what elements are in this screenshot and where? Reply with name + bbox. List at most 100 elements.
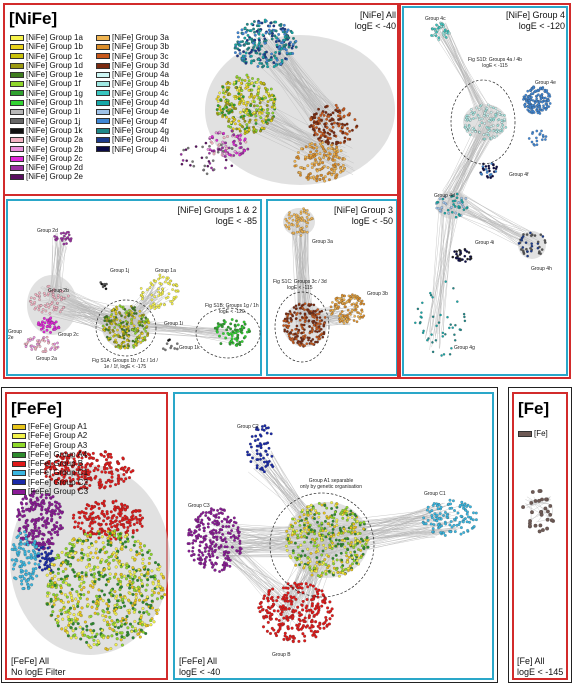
node-group-4ab	[485, 107, 489, 110]
node-fefe-a	[78, 584, 82, 588]
node-fefe-c3	[47, 521, 51, 525]
node-group-4d	[462, 205, 465, 209]
node-group-1gh	[226, 331, 230, 335]
node-fefe-c2	[36, 554, 40, 558]
node-fefe-c3	[47, 501, 51, 505]
node-group-3cd	[320, 118, 323, 122]
node-fefe-c3	[32, 535, 36, 539]
node-group-3b	[340, 299, 344, 302]
node-fefe-a	[71, 568, 75, 572]
node-group-1	[227, 111, 231, 115]
node-fefe-c1	[34, 545, 38, 549]
node-fefe-c3	[17, 518, 21, 522]
node-fefe-a	[66, 560, 70, 564]
node-group-4	[274, 63, 278, 67]
node-fefe-a	[81, 556, 85, 560]
node-group-2b	[47, 306, 51, 309]
node-group-4	[273, 34, 277, 38]
node-group-2	[218, 130, 222, 134]
node-group-2	[230, 129, 234, 133]
node-group-2a	[28, 339, 32, 342]
node-fefe-c1	[23, 551, 27, 555]
node-group-3b	[337, 301, 341, 305]
node-group-2d	[65, 242, 68, 245]
node-fefe-a	[138, 635, 142, 639]
node-group-4c	[436, 28, 440, 32]
node-group-3a	[302, 209, 306, 212]
node-fefe-c2	[37, 548, 41, 552]
node-fefe-a	[100, 558, 104, 562]
node-group-4	[249, 54, 253, 58]
node-group-3cd	[301, 303, 305, 307]
node-group-4ab	[493, 136, 496, 139]
node-group-1bcdef	[135, 312, 138, 315]
node-fefe-a	[89, 551, 93, 555]
node-fefe-f-c3	[204, 511, 208, 514]
node-group-1bcdef	[126, 327, 130, 331]
node-group-4f	[485, 175, 489, 178]
node-group-4g	[429, 291, 432, 295]
node-fefe-c3	[40, 500, 44, 504]
node-fefe-b	[119, 477, 123, 481]
node-fefe-b2	[114, 499, 118, 503]
node-group-misc	[203, 164, 207, 168]
node-fefe-f-c2	[259, 454, 263, 457]
node-group-4h	[520, 238, 523, 242]
node-group-4e-small	[541, 134, 545, 137]
node-fefe-a	[60, 627, 64, 631]
node-group-4h	[541, 235, 545, 238]
node-group-4h	[521, 249, 525, 253]
node-fefe-a	[116, 620, 120, 624]
node-fefe-c1	[32, 556, 36, 560]
node-group-4	[269, 58, 273, 61]
node-group-3cd	[294, 332, 297, 336]
node-group-4e	[536, 111, 540, 115]
node-group-3ab	[324, 150, 327, 154]
node-group-3cd	[301, 306, 304, 310]
node-fefe-a	[98, 594, 102, 598]
node-fefe-b2	[111, 500, 115, 504]
node-group-2a	[30, 348, 34, 351]
node-group-3cd	[348, 129, 352, 133]
node-fefe-a	[135, 550, 139, 554]
node-fefe-b2	[110, 521, 114, 525]
node-fefe-a	[65, 631, 69, 635]
node-group-3cd	[296, 331, 300, 334]
node-fefe-a	[80, 606, 84, 610]
node-fefe-a	[72, 537, 76, 541]
node-group-4ab	[487, 133, 490, 137]
node-fefe-a	[105, 620, 109, 624]
node-group-4ab	[472, 113, 475, 116]
node-fefe-a	[107, 600, 111, 604]
node-group-3ab	[335, 145, 339, 149]
node-fefe-a	[109, 588, 113, 592]
node-group-1bcdef	[120, 305, 123, 309]
node-fefe-a	[133, 540, 137, 544]
node-group-1gh	[240, 340, 244, 343]
node-group-1bcdef	[136, 340, 140, 343]
node-group-1	[254, 129, 258, 132]
node-group-3cd	[314, 340, 317, 344]
node-group-2b	[48, 312, 52, 315]
node-group-1gh	[225, 328, 229, 332]
node-group-3ab	[326, 166, 330, 169]
node-group-3ab	[339, 170, 342, 174]
node-group-3cd	[341, 125, 344, 129]
node-group-3ab	[320, 173, 324, 177]
node-group-1a	[167, 292, 171, 296]
node-group-3a	[287, 221, 291, 225]
node-group-1bcdef	[130, 317, 134, 321]
node-group-3ab	[330, 147, 333, 151]
node-group-3a	[306, 218, 310, 222]
node-fefe-a	[83, 633, 87, 637]
node-group-4e-small	[530, 140, 534, 144]
node-group-2b	[54, 308, 58, 312]
node-fefe-f-c2	[256, 438, 260, 441]
node-group-1a	[157, 287, 160, 291]
node-fefe-a	[106, 562, 110, 566]
node-fefe-a	[124, 577, 128, 581]
node-group-2d	[53, 235, 56, 238]
node-fefe-a	[65, 610, 69, 614]
node-fefe-b2	[78, 516, 82, 520]
node-fefe-b2	[88, 524, 92, 528]
